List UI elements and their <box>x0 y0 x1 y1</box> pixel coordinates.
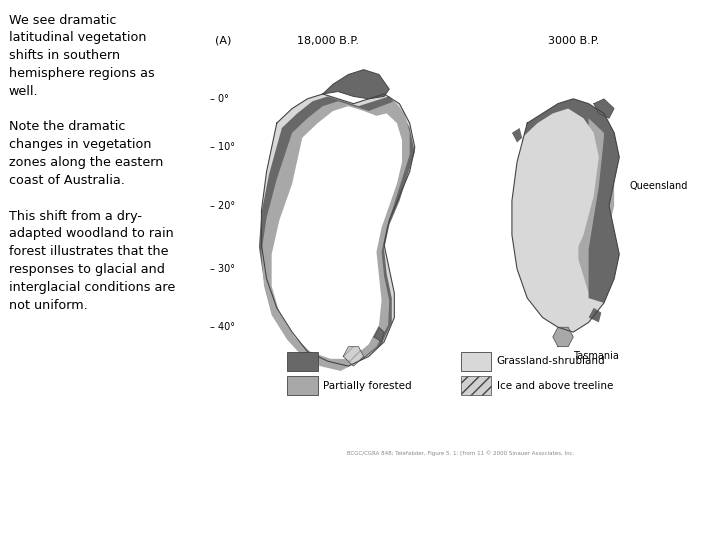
Text: adapted woodland to rain: adapted woodland to rain <box>9 227 174 240</box>
Polygon shape <box>512 128 522 143</box>
Text: This shift from a dry-: This shift from a dry- <box>9 210 142 222</box>
Text: – 0°: – 0° <box>210 94 229 104</box>
Bar <box>461 376 492 395</box>
Text: Note the dramatic: Note the dramatic <box>9 120 125 133</box>
Polygon shape <box>517 109 599 288</box>
Polygon shape <box>588 308 601 322</box>
Text: – 30°: – 30° <box>210 264 235 274</box>
Text: Grassland-shrubland: Grassland-shrubland <box>497 356 606 366</box>
Text: Queensland: Queensland <box>629 181 688 191</box>
Polygon shape <box>588 113 619 303</box>
Polygon shape <box>578 118 614 298</box>
Polygon shape <box>271 106 402 359</box>
Text: Ice and above treeline: Ice and above treeline <box>497 381 613 390</box>
Bar <box>461 352 492 371</box>
Text: shifts in southern: shifts in southern <box>9 49 120 62</box>
Text: 3000 B.P.: 3000 B.P. <box>548 36 599 46</box>
Text: interglacial conditions are: interglacial conditions are <box>9 281 175 294</box>
Text: not uniform.: not uniform. <box>9 299 87 312</box>
Polygon shape <box>259 97 415 368</box>
Text: Tasmania: Tasmania <box>573 352 619 361</box>
Polygon shape <box>343 347 364 366</box>
Polygon shape <box>261 94 415 366</box>
Text: 18,000 B.P.: 18,000 B.P. <box>297 36 359 46</box>
Polygon shape <box>323 70 390 99</box>
Bar <box>287 376 318 395</box>
Polygon shape <box>374 327 384 342</box>
Polygon shape <box>553 327 573 347</box>
Text: (A): (A) <box>215 36 232 46</box>
Text: We see dramatic: We see dramatic <box>9 14 116 26</box>
Polygon shape <box>261 102 410 371</box>
Text: Partially forested: Partially forested <box>323 381 411 390</box>
Text: changes in vegetation: changes in vegetation <box>9 138 151 151</box>
Text: zones along the eastern: zones along the eastern <box>9 156 163 169</box>
Text: Forest: Forest <box>323 356 355 366</box>
Text: latitudinal vegetation: latitudinal vegetation <box>9 31 146 44</box>
Text: – 20°: – 20° <box>210 201 235 211</box>
Text: – 40°: – 40° <box>210 322 235 332</box>
Text: forest illustrates that the: forest illustrates that the <box>9 245 168 258</box>
Polygon shape <box>517 99 619 181</box>
Text: – 10°: – 10° <box>210 143 235 152</box>
Bar <box>287 352 318 371</box>
Polygon shape <box>594 99 614 118</box>
Text: well.: well. <box>9 85 38 98</box>
Text: coast of Australia.: coast of Australia. <box>9 174 125 187</box>
Text: BCGC/CGRA 848; Telefabder, Figure 5. 1; [from 11 © 2000 Sinauer Associates, Inc.: BCGC/CGRA 848; Telefabder, Figure 5. 1; … <box>347 451 575 456</box>
Polygon shape <box>512 99 619 332</box>
Text: hemisphere regions as: hemisphere regions as <box>9 67 154 80</box>
Text: responses to glacial and: responses to glacial and <box>9 263 164 276</box>
